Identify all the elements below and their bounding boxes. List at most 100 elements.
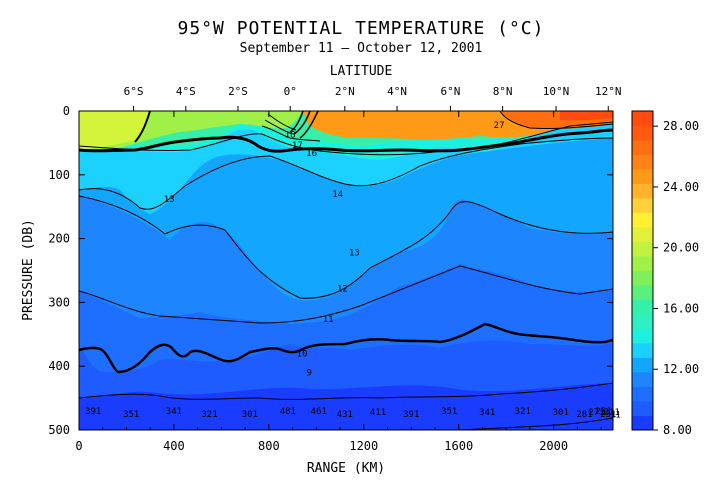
band-21 xyxy=(79,111,150,150)
contour-label: 231 xyxy=(600,410,616,420)
contour-label: 10 xyxy=(297,349,308,359)
y-tick-label: 200 xyxy=(48,232,70,246)
colorbar-swatch xyxy=(632,212,653,228)
colorbar-swatch xyxy=(632,314,653,329)
contour-label: 391 xyxy=(85,407,101,417)
contour-label: 321 xyxy=(201,410,217,420)
chart-title: 95°W POTENTIAL TEMPERATURE (°C) xyxy=(177,18,545,39)
contour-17 xyxy=(264,119,293,135)
top-tick-label: 12°N xyxy=(595,85,622,98)
contour-label: 13 xyxy=(349,249,360,259)
x-tick-label: 2000 xyxy=(539,439,568,453)
x-axis-title: RANGE (KM) xyxy=(307,461,385,476)
x-tick-label: 400 xyxy=(163,439,185,453)
colorbar-swatch xyxy=(632,227,653,242)
top-tick-label: 6°N xyxy=(440,85,460,98)
y-axis-title: PRESSURE (DB) xyxy=(21,219,36,321)
colorbar-tick-label: 16.00 xyxy=(663,301,699,315)
top-tick-label: 0° xyxy=(284,85,297,98)
colorbar-swatch xyxy=(632,357,653,373)
contour-11 xyxy=(79,265,613,324)
colorbar-swatch xyxy=(632,140,653,155)
x-tick-label: 0 xyxy=(75,439,82,453)
y-tick-label: 500 xyxy=(48,423,70,437)
plot-frame xyxy=(78,110,614,431)
colorbar-swatch xyxy=(632,111,653,126)
x-tick-label: 800 xyxy=(258,439,280,453)
contour-label: 16 xyxy=(306,149,317,159)
colorbar-swatch xyxy=(632,270,653,286)
colorbar-frame xyxy=(631,110,654,431)
contour-label: 301 xyxy=(242,410,258,420)
top-tick-label: 2°N xyxy=(335,85,355,98)
contour-thermocline xyxy=(79,128,613,153)
chart-subtitle: September 11 – October 12, 2001 xyxy=(239,41,483,56)
contour-label: 461 xyxy=(311,407,327,417)
contour-label: 14 xyxy=(332,190,343,200)
top-tick-label: 4°N xyxy=(387,85,407,98)
band-28 xyxy=(560,111,613,121)
top-tick-label: 6°S xyxy=(124,85,144,98)
colorbar-tick-label: 24.00 xyxy=(663,180,699,194)
contour-label: 481 xyxy=(280,407,296,417)
colorbar-tick-label: 8.00 xyxy=(663,423,692,437)
contour-20-front xyxy=(134,111,151,143)
contour-label: 27 xyxy=(494,121,505,131)
contour-label: 281 xyxy=(576,410,592,420)
colorbar-swatch xyxy=(632,125,653,141)
contour-front-4 xyxy=(299,111,319,139)
contour-label: 301 xyxy=(553,408,569,418)
x-tick-label: 1600 xyxy=(444,439,473,453)
contour-label: 341 xyxy=(166,407,182,417)
contour-label: 9 xyxy=(307,369,312,379)
colorbar-swatch xyxy=(632,169,653,184)
contour-label: 271 xyxy=(588,408,604,418)
colorbar-swatch xyxy=(632,401,653,416)
contour-13 xyxy=(79,137,613,210)
contour-label: 351 xyxy=(123,410,139,420)
contour-front-3 xyxy=(293,111,311,135)
contour-label: 18 xyxy=(285,131,296,141)
colorbar-swatch xyxy=(632,386,653,402)
contour-9 xyxy=(79,382,613,400)
contour-12 xyxy=(79,195,613,299)
colorbar-swatch xyxy=(632,256,653,271)
top-axis-label: LATITUDE xyxy=(329,64,393,79)
colorbar-swatch xyxy=(632,415,653,431)
y-tick-label: 100 xyxy=(48,168,70,182)
y-tick-label: 0 xyxy=(63,104,70,118)
colorbar-swatch xyxy=(632,198,653,213)
contour-label: 391 xyxy=(403,410,419,420)
top-tick-label: 8°N xyxy=(493,85,513,98)
contour-label: 251 xyxy=(595,407,611,417)
colorbar-swatch xyxy=(632,372,653,387)
colorbar-swatch xyxy=(632,328,653,344)
contour-14 xyxy=(79,121,613,156)
contour-lines xyxy=(79,111,613,430)
contour-label: 11 xyxy=(323,315,334,325)
x-tick-label: 1200 xyxy=(349,439,378,453)
axes: 0 400 800 1200 1600 2000 0 100 200 300 400 500 6°S 4°… xyxy=(48,85,621,453)
contour-16 xyxy=(261,125,321,142)
contour-front-2 xyxy=(289,111,304,133)
colorbar-tick-label: 20.00 xyxy=(663,241,699,255)
contour-label: 431 xyxy=(337,410,353,420)
colorbar: 28.00 24.00 20.00 16.00 12.00 8.00 xyxy=(631,110,699,437)
contour-10-bold xyxy=(79,322,613,374)
colorbar-swatch xyxy=(632,299,653,315)
contour-label: 411 xyxy=(370,408,386,418)
contour-label: 341 xyxy=(479,408,495,418)
colorbar-swatch xyxy=(632,183,653,199)
contour-label: 13 xyxy=(164,195,175,205)
contour-label: 321 xyxy=(515,407,531,417)
y-tick-label: 300 xyxy=(48,295,70,309)
top-tick-label: 10°N xyxy=(543,85,570,98)
colorbar-swatch xyxy=(632,285,653,300)
colorbar-tick-label: 28.00 xyxy=(663,119,699,133)
contour-27 xyxy=(499,111,613,130)
colorbar-swatch xyxy=(632,241,653,257)
top-tick-label: 2°S xyxy=(228,85,248,98)
